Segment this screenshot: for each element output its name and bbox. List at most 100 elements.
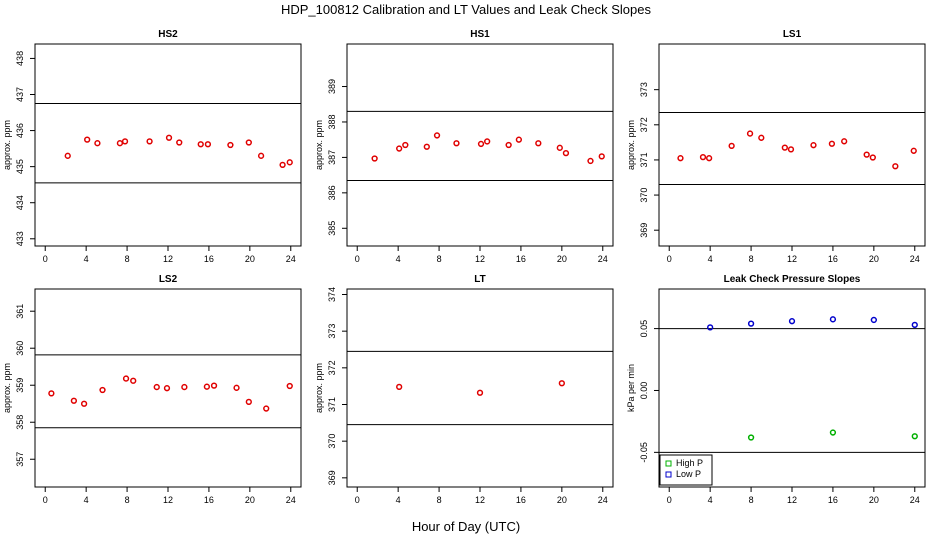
data-point <box>810 142 817 149</box>
y-tick-label: 386 <box>327 185 337 200</box>
y-tick-label: 369 <box>327 470 337 485</box>
data-point <box>121 138 129 145</box>
data-point <box>863 151 870 158</box>
y-tick-label: 373 <box>639 82 649 97</box>
y-axis-title: approx. ppm <box>314 363 324 413</box>
y-tick-label: -0.05 <box>639 442 649 463</box>
x-tick-label: 0 <box>43 254 48 264</box>
data-point <box>146 138 153 145</box>
panel-title: HS2 <box>158 29 178 40</box>
x-tick-label: 20 <box>557 254 567 264</box>
x-tick-label: 0 <box>667 254 672 264</box>
data-point <box>286 159 293 166</box>
data-point <box>48 390 55 397</box>
data-point <box>227 141 234 149</box>
y-axis-title: approx. ppm <box>2 363 12 413</box>
panel-1: HS2 0 4 8 12 16 20 24 433 434 435 436 437 438 approx. … <box>2 29 302 264</box>
x-tick-label: 24 <box>286 254 296 264</box>
y-tick-label: 436 <box>15 123 25 138</box>
x-tick-label: 4 <box>84 495 89 505</box>
y-tick-label: 360 <box>15 341 25 356</box>
x-tick-label: 24 <box>598 495 608 505</box>
data-point <box>197 141 204 148</box>
series-hs2 <box>64 134 293 168</box>
legend-label: Low P <box>676 469 701 479</box>
legend-marker <box>665 460 672 467</box>
data-point <box>505 141 512 149</box>
plot-frame <box>346 288 614 488</box>
data-point <box>747 434 755 441</box>
series-low-p <box>707 316 918 331</box>
y-tick-label: 372 <box>639 117 649 132</box>
data-point <box>728 142 735 150</box>
x-tick-label: 24 <box>598 254 608 264</box>
x-tick-label: 8 <box>749 254 754 264</box>
data-point <box>153 383 160 391</box>
y-tick-label: 358 <box>15 415 25 430</box>
panel-2: HS1 0 4 8 12 16 20 24 385 386 387 388 389 approx. ppm <box>314 29 614 264</box>
data-point <box>116 140 124 147</box>
x-tick-label: 12 <box>163 254 173 264</box>
data-point <box>747 320 755 327</box>
data-point <box>371 155 378 162</box>
data-point <box>99 386 106 394</box>
data-point <box>758 134 765 141</box>
x-tick-label: 0 <box>43 495 48 505</box>
panels: HS2 0 4 8 12 16 20 24 433 434 435 436 437 438 approx. … <box>2 29 926 505</box>
data-point <box>869 154 876 161</box>
y-tick-label: 0.05 <box>639 320 649 338</box>
x-tick-label: 20 <box>869 495 879 505</box>
y-tick-label: 389 <box>327 79 337 94</box>
y-tick-label: 434 <box>15 195 25 210</box>
x-tick-label: 16 <box>828 495 838 505</box>
data-point <box>233 384 240 391</box>
data-point <box>279 161 286 168</box>
data-point <box>80 400 88 407</box>
panel-5: LT 0 4 8 12 16 20 24 369 370 371 372 373 374 approx. p… <box>314 274 614 505</box>
data-point <box>484 138 491 145</box>
x-tick-label: 4 <box>708 495 713 505</box>
data-point <box>203 383 211 390</box>
x-tick-label: 12 <box>475 495 485 505</box>
data-point <box>263 405 270 412</box>
y-tick-label: 357 <box>15 452 25 467</box>
data-point <box>477 140 485 148</box>
data-point <box>558 380 565 387</box>
data-point <box>515 136 523 143</box>
x-tick-label: 20 <box>869 254 879 264</box>
panel-title: LS1 <box>783 29 802 40</box>
data-point <box>598 153 605 160</box>
x-tick-label: 8 <box>749 495 754 505</box>
data-point <box>176 139 183 146</box>
data-point <box>781 144 788 151</box>
data-point <box>746 130 754 137</box>
data-point <box>705 155 713 162</box>
x-tick-label: 16 <box>516 254 526 264</box>
y-axis-title: approx. ppm <box>314 120 324 170</box>
panel-3: LS1 0 4 8 12 16 20 24 369 370 371 372 373 approx. ppm <box>626 29 926 264</box>
data-point <box>64 152 71 159</box>
x-tick-label: 0 <box>355 495 360 505</box>
y-tick-label: 433 <box>15 231 25 246</box>
y-tick-label: 388 <box>327 114 337 129</box>
y-tick-label: 438 <box>15 51 25 66</box>
panel-title: LS2 <box>159 274 178 285</box>
x-tick-label: 16 <box>828 254 838 264</box>
x-tick-label: 24 <box>910 495 920 505</box>
y-tick-label: 370 <box>327 434 337 449</box>
data-point <box>535 140 542 147</box>
x-tick-label: 20 <box>245 495 255 505</box>
data-point <box>433 132 441 139</box>
legend-box <box>659 454 713 486</box>
data-point <box>841 138 848 145</box>
x-tick-label: 24 <box>286 495 296 505</box>
data-point <box>94 140 101 147</box>
data-point <box>587 157 594 165</box>
data-point <box>245 398 252 406</box>
data-point <box>562 150 570 157</box>
y-tick-label: 361 <box>15 304 25 319</box>
series-lt <box>396 380 565 396</box>
